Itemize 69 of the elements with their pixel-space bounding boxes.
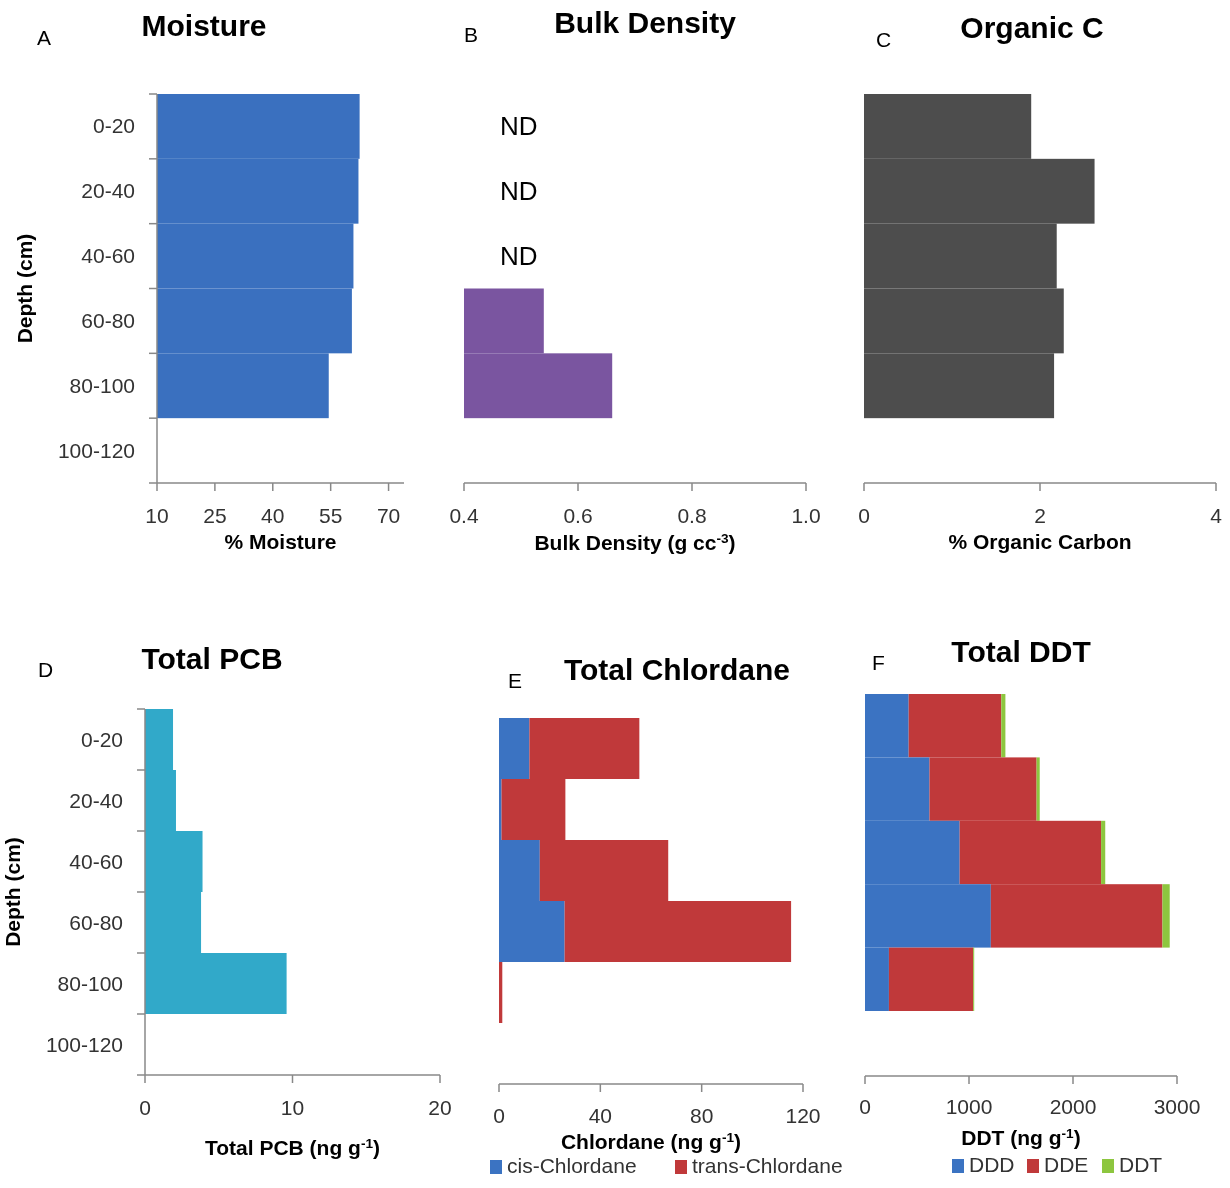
x-tick-label: 4: [1210, 504, 1223, 527]
y-tick-label: 20-40: [81, 179, 135, 203]
text: ND: [500, 176, 538, 207]
y-tick-label: 100-120: [57, 438, 135, 462]
chart-title: Total PCB: [141, 642, 283, 675]
y-tick-label: 60-80: [81, 308, 135, 332]
legend-label: DDD: [969, 1153, 1015, 1176]
legend-label: cis-Chlordane: [507, 1154, 637, 1177]
x-axis-title: DDT (ng g$^{-1}$): [961, 1125, 1081, 1149]
x-tick-label: 40: [261, 504, 285, 527]
x-tick-label: 0: [139, 1096, 151, 1119]
x-tick-label: 80: [689, 1104, 714, 1127]
chart-title: Organic C: [960, 11, 1104, 44]
x-tick-label: 2: [1034, 504, 1046, 527]
bar: [1001, 694, 1006, 758]
bar: [1036, 757, 1040, 821]
y-tick-label: 60-80: [69, 910, 123, 934]
text: A: [37, 26, 52, 49]
x-tick-label: 55: [318, 504, 343, 527]
chart-title: Total Chlordane: [563, 653, 791, 686]
chart-title: Bulk Density: [554, 6, 737, 39]
x-axis-title: % Organic Carbon: [948, 530, 1132, 553]
y-tick-label: 20-40: [69, 788, 123, 812]
y-tick-label: 100-120: [45, 1032, 123, 1056]
chart-title: Total DDT: [951, 635, 1091, 668]
legend-label: DDT: [1119, 1153, 1163, 1176]
bar: [888, 947, 974, 1011]
text: ND: [500, 111, 538, 142]
x-tick-label: 25: [203, 504, 227, 527]
y-tick-label: 0-20: [92, 114, 135, 138]
x-tick-label: 0: [858, 504, 870, 527]
x-tick-label: 0.8: [677, 504, 707, 527]
y-axis-title: Depth (cm): [13, 233, 36, 344]
x-axis-title: Chlordane (ng g$^{-1}$): [560, 1129, 742, 1153]
x-tick-label: 20: [428, 1096, 452, 1119]
x-axis-title: Bulk Density (g cc$^{-3}$): [534, 530, 736, 554]
text: F: [872, 651, 885, 674]
x-tick-label: 0: [859, 1095, 871, 1118]
x-axis-title: % Moisture: [224, 530, 337, 553]
bar: [1101, 820, 1106, 885]
text: D: [38, 658, 54, 681]
x-tick-label: 10: [280, 1096, 305, 1119]
y-axis-title: Depth (cm): [1, 837, 24, 947]
text: E: [508, 669, 523, 692]
x-tick-label: 1.0: [791, 504, 821, 527]
chart-title: Moisture: [141, 9, 267, 42]
bar: [1162, 884, 1170, 948]
x-tick-label: 10: [145, 504, 169, 527]
x-tick-label: 120: [785, 1104, 821, 1127]
legend-label: DDE: [1044, 1153, 1089, 1176]
x-tick-label: 1000: [945, 1095, 993, 1118]
x-tick-label: 0: [493, 1104, 505, 1127]
x-tick-label: 2000: [1049, 1095, 1097, 1118]
text: B: [464, 23, 479, 46]
bar: [499, 962, 503, 1023]
text: ND: [500, 241, 538, 272]
y-tick-label: 40-60: [69, 849, 123, 873]
y-tick-label: 80-100: [69, 373, 135, 397]
legend-label: trans-Chlordane: [692, 1154, 843, 1177]
y-tick-label: 40-60: [81, 244, 135, 268]
x-tick-label: 70: [376, 504, 401, 527]
text: C: [876, 28, 892, 51]
x-tick-label: 3000: [1153, 1095, 1201, 1118]
y-tick-label: 0-20: [80, 727, 123, 751]
x-tick-label: 0.4: [449, 504, 479, 527]
x-tick-label: 0.6: [563, 504, 593, 527]
x-axis-title: Total PCB (ng g$^{-1}$): [204, 1135, 381, 1159]
x-tick-label: 40: [588, 1104, 613, 1127]
y-tick-label: 80-100: [57, 971, 123, 995]
